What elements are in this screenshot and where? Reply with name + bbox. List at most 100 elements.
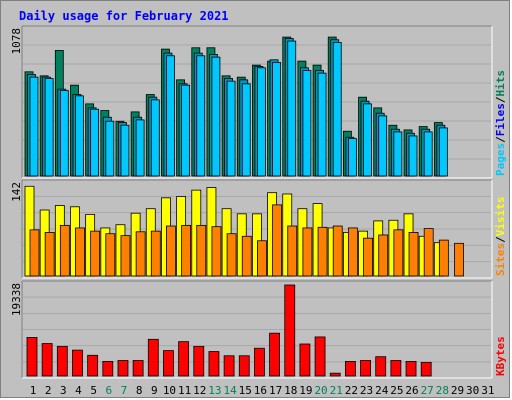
kbytes-ymax-label: 19338	[10, 283, 23, 316]
pages-bar	[438, 127, 448, 177]
kbytes-bar	[329, 372, 341, 377]
kbytes-bar	[147, 338, 159, 377]
pages-bar	[75, 95, 84, 177]
day-label: 29	[451, 384, 464, 397]
day-label: 30	[466, 384, 479, 397]
pages-bar	[59, 90, 69, 177]
day-label: 20	[314, 384, 327, 397]
sites-bar	[438, 239, 449, 277]
day-label: 2	[45, 384, 52, 397]
kbytes-bar	[72, 349, 83, 377]
visits-ymax-label: 142	[10, 182, 23, 202]
day-label: 23	[360, 384, 373, 397]
kbytes-bar	[360, 360, 371, 377]
pages-bar	[226, 80, 236, 177]
visits-series-label-sites: Sites	[494, 243, 507, 276]
day-label: 7	[121, 384, 128, 397]
day-label: 9	[151, 384, 158, 397]
sites-bar	[287, 225, 298, 277]
kbytes-bar	[254, 347, 265, 377]
sites-bar	[302, 227, 313, 277]
kbytes-bar	[375, 356, 387, 377]
pages-bar	[408, 135, 418, 177]
sites-bar	[90, 230, 101, 277]
pages-bar	[423, 131, 433, 177]
sites-bar	[332, 225, 343, 277]
sites-bar	[347, 227, 358, 277]
pages-bar	[29, 76, 39, 177]
kbytes-series-label-kbytes: KBytes	[494, 336, 507, 376]
sites-bar	[454, 242, 464, 277]
hits-series-label-pages: Pages	[494, 143, 507, 176]
kbytes-bar	[208, 351, 220, 377]
kbytes-bar	[41, 343, 53, 377]
kbytes-bar	[420, 361, 432, 377]
hits-series-label-hits: Hits	[494, 70, 507, 97]
day-label: 31	[481, 384, 494, 397]
sites-bar	[196, 224, 207, 277]
pages-bar	[347, 138, 357, 177]
pages-bar	[211, 56, 221, 177]
kbytes-bar	[193, 345, 205, 377]
hits-ymax-label: 1078	[10, 28, 23, 55]
sites-bar	[317, 226, 328, 277]
sites-bar	[105, 233, 116, 277]
sites-bar	[241, 235, 252, 277]
day-label: 15	[239, 384, 252, 397]
sites-bar	[75, 227, 85, 277]
pages-bar	[166, 55, 175, 177]
day-label: 10	[163, 384, 176, 397]
pages-bar	[241, 83, 251, 177]
day-label: 27	[421, 384, 434, 397]
pages-bar	[378, 115, 388, 177]
sites-bar	[29, 229, 40, 277]
day-label: 24	[375, 384, 389, 397]
day-label: 16	[254, 384, 267, 397]
pages-bar	[287, 40, 297, 177]
day-label: 21	[330, 384, 343, 397]
pages-bar	[257, 67, 266, 177]
day-label: 13	[208, 384, 221, 397]
sites-bar	[181, 224, 192, 277]
pages-bar	[302, 70, 312, 177]
sites-bar	[135, 231, 146, 277]
pages-bar	[120, 124, 130, 177]
kbytes-bar	[87, 354, 99, 377]
day-label: 25	[390, 384, 403, 397]
kbytes-bar	[269, 332, 280, 377]
kbytes-bar	[163, 350, 174, 377]
day-label: 3	[60, 384, 67, 397]
sites-bar	[44, 232, 55, 277]
pages-bar	[272, 62, 281, 177]
day-label: 26	[405, 384, 418, 397]
sites-bar	[226, 233, 237, 277]
hits-series-label: Pages/Files/Hits	[494, 70, 507, 176]
kbytes-bar	[284, 284, 296, 377]
sites-bar	[272, 204, 282, 277]
day-label: 22	[345, 384, 358, 397]
pages-bar	[105, 120, 115, 177]
pages-bar	[150, 99, 160, 177]
kbytes-bar	[117, 360, 129, 377]
pages-bar	[317, 72, 327, 177]
pages-bar	[44, 78, 54, 177]
visits-series-label: Sites/Visits	[494, 197, 507, 277]
day-label: 5	[90, 384, 97, 397]
sites-bar	[257, 240, 267, 277]
sites-bar	[120, 235, 131, 277]
sites-bar	[423, 228, 434, 277]
kbytes-bar	[102, 361, 114, 377]
day-label: 28	[436, 384, 449, 397]
sites-bar	[211, 226, 222, 277]
kbytes-bar	[344, 361, 356, 377]
pages-bar	[363, 103, 372, 177]
kbytes-bar	[390, 360, 402, 377]
day-label: 14	[223, 384, 237, 397]
kbytes-bar	[314, 336, 326, 377]
sites-bar	[408, 232, 419, 277]
day-label: 6	[105, 384, 112, 397]
sites-bar	[363, 237, 373, 277]
sites-bar	[166, 225, 176, 277]
